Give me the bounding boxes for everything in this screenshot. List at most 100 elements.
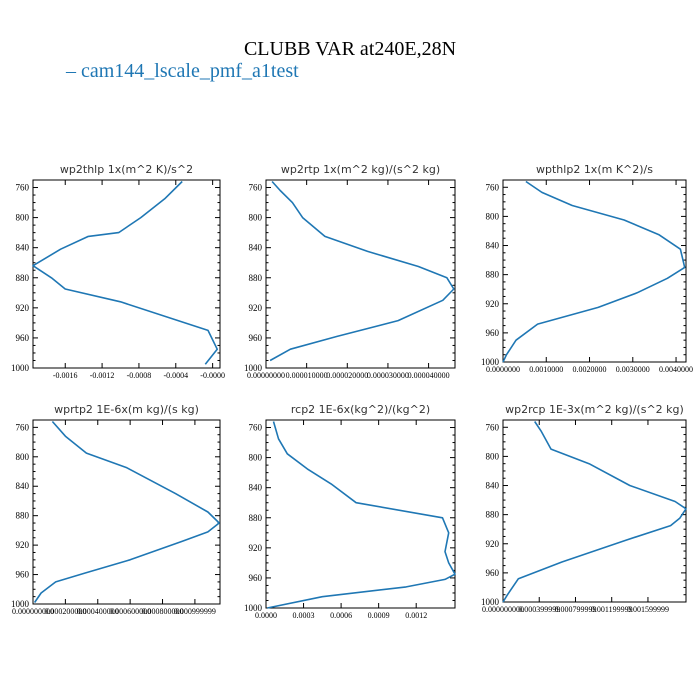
x-tick-label: 0.000010000: [286, 371, 328, 380]
y-tick-label: 840: [486, 481, 500, 491]
legend-entry: – cam144_lscale_pmf_a1test: [65, 60, 299, 82]
y-tick-label: 880: [16, 273, 30, 283]
y-tick-label: 880: [249, 273, 263, 283]
y-tick-label: 840: [16, 243, 30, 253]
chart-panel-2: wp2rtp 1x(m^2 kg)/(s^2 kg) 760 800 840 880 92…: [244, 163, 456, 380]
y-tick-label: 880: [486, 510, 500, 520]
y-tick-label: 760: [16, 422, 30, 432]
y-tick-label: 840: [486, 241, 500, 251]
x-tick-label: 0.0030000: [616, 365, 650, 374]
y-tick-label: 960: [486, 328, 500, 338]
y-tick-label: 960: [249, 573, 263, 583]
y-tick-label: 1000: [11, 363, 30, 373]
x-tick-label: -0.0000: [200, 371, 225, 380]
x-tick-label: 0.0000: [255, 611, 277, 620]
panel-title: wp2rcp 1E-3x(m^2 kg)/(s^2 kg): [505, 403, 684, 416]
y-tick-label: 760: [249, 423, 263, 433]
x-tick-label: 0.0012: [405, 611, 427, 620]
y-tick-label: 800: [249, 453, 263, 463]
x-tick-label: 0.0000000: [486, 365, 520, 374]
x-tick-label: 0.000600000: [109, 607, 151, 616]
plot-frame: [32, 419, 221, 605]
panel-title: wpthlp2 1x(m K^2)/s: [536, 163, 653, 176]
x-tick-label: 0.00000000: [247, 371, 285, 380]
y-tick-label: 880: [249, 513, 263, 523]
panel-title: wp2rtp 1x(m^2 kg)/(s^2 kg): [281, 163, 440, 176]
y-tick-label: 960: [249, 333, 263, 343]
y-tick-label: 1000: [244, 603, 263, 613]
series-line: [502, 421, 687, 603]
x-tick-label: 0.000399999: [518, 605, 560, 614]
x-tick-label: 0.000000000: [12, 607, 54, 616]
y-tick-label: 1000: [481, 597, 500, 607]
x-tick-label: -0.0016: [53, 371, 78, 380]
x-tick-label: 0.000799999: [554, 605, 596, 614]
plot-frame: [32, 179, 221, 369]
y-tick-label: 800: [486, 451, 500, 461]
x-tick-label: 0.0006: [330, 611, 352, 620]
y-tick-label: 840: [249, 483, 263, 493]
chart-panel-4: wprtp2 1E-6x(m kg)/(s kg) 760 800 840 880 920…: [11, 403, 221, 616]
y-tick-label: 920: [249, 543, 263, 553]
x-tick-label: 0.000040000: [408, 371, 450, 380]
x-tick-label: 0.0009: [368, 611, 390, 620]
x-tick-label: 0.000000000: [482, 605, 524, 614]
y-tick-label: 1000: [11, 599, 30, 609]
series-line: [267, 421, 456, 609]
x-tick-label: 0.0003: [293, 611, 315, 620]
y-tick-label: 840: [16, 481, 30, 491]
chart-panel-5: rcp2 1E-6x(kg^2)/(kg^2) 760 800 840 880 920 96…: [244, 403, 456, 620]
series-line: [269, 180, 455, 362]
x-tick-label: -0.0012: [90, 371, 115, 380]
y-tick-label: 960: [16, 570, 30, 580]
y-tick-label: 920: [486, 539, 500, 549]
y-tick-label: 800: [16, 213, 30, 223]
panel-grid: wp2thlp 1x(m^2 K)/s^2 760 800 840 880 920 960 1…: [11, 163, 693, 620]
x-tick-label: 0.000200000: [44, 607, 86, 616]
y-tick-label: 760: [249, 183, 263, 193]
x-tick-label: 0.0040000: [659, 365, 693, 374]
panel-title: wp2thlp 1x(m^2 K)/s^2: [60, 163, 193, 176]
chart-panel-6: wp2rcp 1E-3x(m^2 kg)/(s^2 kg) 760 800 840 88…: [481, 403, 687, 614]
y-tick-label: 840: [249, 243, 263, 253]
series-line: [502, 180, 686, 363]
x-tick-label: 0.001599999: [627, 605, 669, 614]
x-tick-label: -0.0004: [163, 371, 188, 380]
y-tick-label: 760: [16, 183, 30, 193]
series-line: [32, 180, 218, 365]
x-tick-label: 0.000999999: [174, 607, 216, 616]
x-tick-label: 0.000800000: [142, 607, 184, 616]
y-tick-label: 920: [16, 540, 30, 550]
x-tick-label: 0.000020000: [326, 371, 368, 380]
y-tick-label: 800: [486, 211, 500, 221]
plot-frame: [265, 179, 456, 369]
panel-title: rcp2 1E-6x(kg^2)/(kg^2): [291, 403, 430, 416]
x-tick-label: 0.000030000: [367, 371, 409, 380]
y-tick-label: 760: [486, 422, 500, 432]
y-tick-label: 880: [16, 511, 30, 521]
series-line: [33, 420, 220, 603]
y-tick-label: 960: [486, 568, 500, 578]
chart-panel-3: wpthlp2 1x(m K^2)/s 760 800 840 880 920 960 100…: [481, 163, 693, 374]
y-tick-label: 800: [16, 452, 30, 462]
chart-panel-1: wp2thlp 1x(m^2 K)/s^2 760 800 840 880 920 960 1…: [11, 163, 225, 380]
y-tick-label: 1000: [244, 363, 263, 373]
x-tick-label: 0.001199999: [591, 605, 633, 614]
y-tick-label: 760: [486, 182, 500, 192]
x-tick-label: 0.0010000: [529, 365, 563, 374]
x-tick-label: 0.0020000: [573, 365, 607, 374]
y-tick-label: 960: [16, 333, 30, 343]
figure-title: CLUBB VAR at240E,28N: [244, 38, 456, 60]
y-tick-label: 920: [486, 299, 500, 309]
y-tick-label: 920: [249, 303, 263, 313]
plot-frame: [502, 419, 687, 603]
y-tick-label: 800: [249, 213, 263, 223]
panel-title: wprtp2 1E-6x(m kg)/(s kg): [54, 403, 199, 416]
x-tick-label: 0.000400000: [77, 607, 119, 616]
y-tick-label: 920: [16, 303, 30, 313]
plot-frame: [265, 419, 456, 609]
plot-frame: [502, 179, 687, 363]
x-tick-label: -0.0008: [127, 371, 152, 380]
y-tick-label: 1000: [481, 357, 500, 367]
